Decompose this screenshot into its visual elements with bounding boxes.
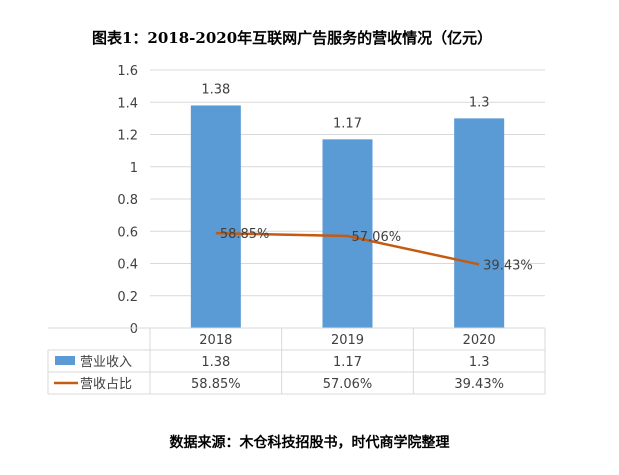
table-cell: 1.3: [469, 355, 490, 370]
bar: [190, 105, 241, 328]
chart-title: 图表1：2018-2020年互联网广告服务的营收情况（亿元）: [92, 29, 493, 47]
y-tick-label: 0.6: [117, 225, 138, 240]
source-note: 数据来源：木仓科技招股书，时代商学院整理: [169, 435, 450, 451]
legend-label: 营收占比: [80, 377, 132, 392]
line-data-label: 39.43%: [483, 258, 533, 273]
legend-label: 营业收入: [80, 355, 132, 370]
table-cell: 58.85%: [191, 377, 241, 392]
y-tick-label: 1.6: [117, 64, 138, 79]
y-tick-label: 0.2: [117, 290, 138, 305]
table-cell: 57.06%: [323, 377, 373, 392]
line-data-label: 57.06%: [352, 230, 402, 245]
y-tick-label: 1: [130, 161, 138, 176]
bar-data-label: 1.3: [469, 95, 490, 110]
line-series: [215, 231, 480, 266]
table-cell: 1.38: [201, 355, 230, 370]
x-tick-label: 2020: [463, 333, 496, 348]
bar: [322, 139, 373, 328]
y-tick-label: 1.4: [117, 96, 138, 111]
x-tick-label: 2019: [331, 333, 364, 348]
table-cell: 1.17: [333, 355, 362, 370]
y-tick-label: 0.4: [117, 258, 138, 273]
x-tick-label: 2018: [199, 333, 232, 348]
table-cell: 39.43%: [454, 377, 504, 392]
y-tick-label: 0: [130, 322, 138, 337]
bar-data-label: 1.38: [201, 82, 230, 97]
y-tick-label: 1.2: [117, 129, 138, 144]
y-tick-label: 0.8: [117, 193, 138, 208]
bar: [454, 118, 505, 328]
legend-swatch-bar: [55, 356, 75, 365]
line-data-label: 58.85%: [220, 227, 270, 242]
bar-data-label: 1.17: [333, 116, 362, 131]
